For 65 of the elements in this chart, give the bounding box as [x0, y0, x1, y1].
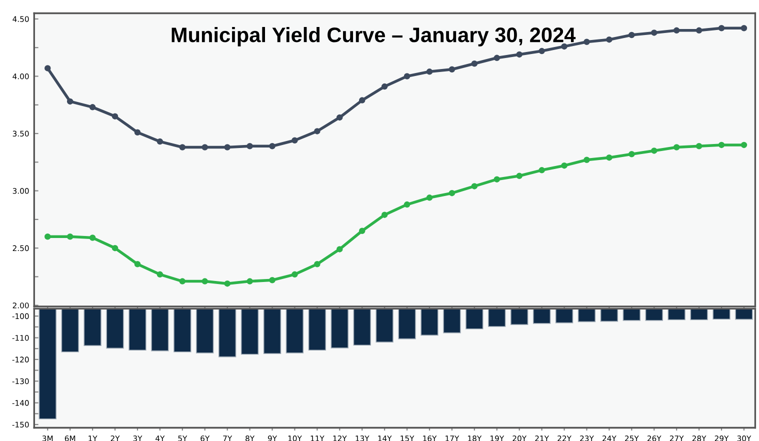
- point: [404, 73, 410, 80]
- point: [381, 83, 388, 90]
- point: [448, 66, 456, 72]
- point: [358, 97, 366, 104]
- point: [156, 138, 164, 145]
- point: [584, 156, 590, 163]
- point: [740, 142, 748, 148]
- point: [404, 201, 410, 208]
- point: [156, 271, 164, 278]
- point: [314, 260, 320, 268]
- point: [134, 260, 141, 268]
- point: [471, 60, 478, 67]
- point: [740, 24, 748, 32]
- point: [202, 278, 208, 284]
- point: [112, 244, 118, 252]
- point: [651, 30, 658, 36]
- point: [606, 154, 612, 161]
- point: [696, 27, 702, 34]
- point: [471, 183, 478, 190]
- point: [426, 194, 433, 201]
- point: [561, 43, 568, 50]
- point: [44, 233, 51, 240]
- point: [44, 65, 51, 72]
- point: [292, 137, 298, 144]
- point: [606, 36, 612, 43]
- point: [516, 172, 522, 180]
- point: [358, 228, 366, 234]
- point: [202, 144, 208, 150]
- point: [269, 142, 276, 150]
- point: [292, 271, 298, 278]
- point: [561, 162, 568, 169]
- point: [89, 104, 96, 110]
- point: [696, 142, 702, 150]
- point: [314, 128, 320, 134]
- point: [426, 68, 433, 75]
- point: [538, 48, 545, 54]
- point: [89, 234, 96, 241]
- point: [584, 38, 590, 45]
- point: [628, 32, 635, 38]
- point: [494, 176, 500, 182]
- point: [269, 277, 276, 284]
- point: [179, 144, 186, 150]
- point: [628, 151, 635, 158]
- point: [494, 54, 500, 62]
- point: [651, 148, 658, 154]
- point: [246, 278, 253, 284]
- point: [336, 114, 343, 121]
- point: [516, 51, 522, 58]
- point: [224, 144, 230, 150]
- point: [673, 144, 680, 150]
- point: [718, 142, 725, 148]
- point: [538, 167, 545, 174]
- point: [673, 27, 680, 34]
- point: [66, 233, 74, 240]
- point: [718, 24, 725, 32]
- point: [66, 98, 74, 105]
- point: [246, 142, 253, 150]
- point: [336, 246, 343, 252]
- point: [112, 113, 118, 120]
- point: [224, 280, 230, 287]
- text: Municipal Yield Curve – January 30, 2024: [172, 26, 576, 46]
- point: [448, 190, 456, 196]
- point: [381, 212, 388, 218]
- point: [134, 129, 141, 136]
- point: [179, 278, 186, 284]
